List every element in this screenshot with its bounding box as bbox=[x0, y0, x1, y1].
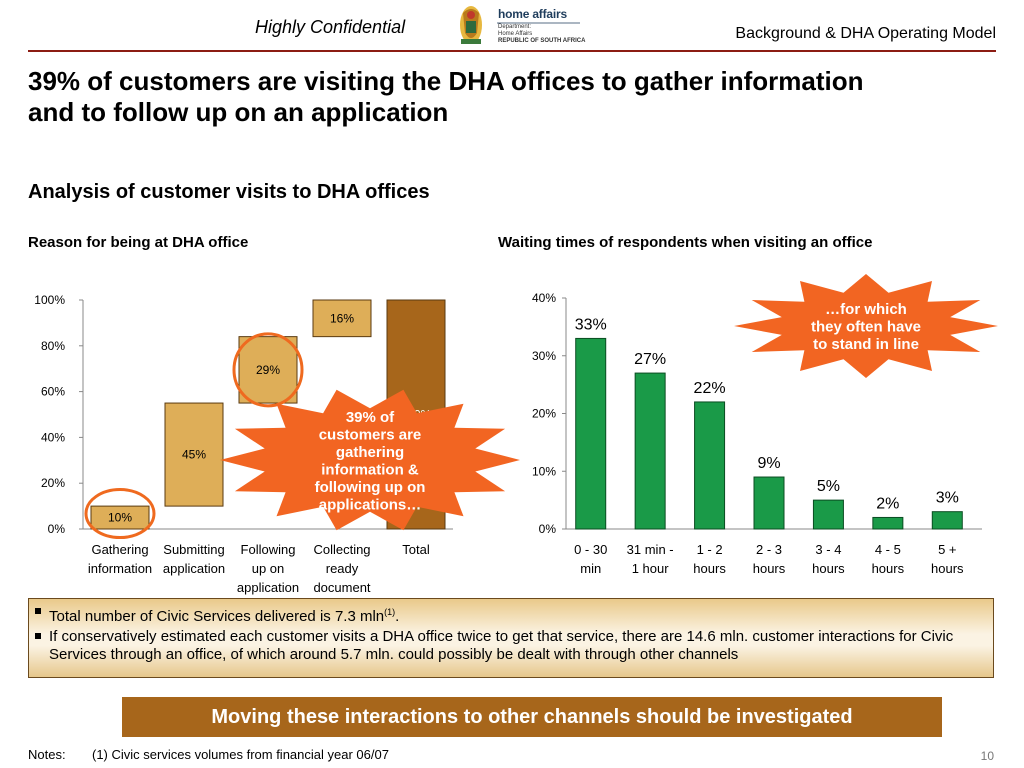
right-category-label: hours bbox=[812, 561, 845, 576]
right-y-tick-label: 40% bbox=[532, 291, 556, 305]
left-category-label: application bbox=[237, 580, 299, 595]
waterfall-bar bbox=[90, 505, 150, 530]
page-number: 10 bbox=[980, 749, 994, 763]
right-callout-text: to stand in line bbox=[813, 336, 919, 353]
left-category-label: up on bbox=[252, 561, 285, 576]
charts-canvas: 0% 20% 40% 60% 80% 100% 10% Gathering informatio… bbox=[34, 274, 998, 595]
left-callout-star bbox=[220, 389, 520, 531]
conclusion-banner: Moving these interactions to other chann… bbox=[122, 697, 942, 737]
right-category-label: 4 - 5 bbox=[875, 542, 901, 557]
right-callout-text: …for which bbox=[825, 301, 907, 318]
waterfall-bar bbox=[238, 336, 298, 404]
waterfall-data-label: 45% bbox=[182, 448, 206, 462]
bullet-item: If conservatively estimated each custome… bbox=[35, 628, 983, 664]
waiting-time-bar bbox=[872, 516, 904, 530]
bullet-square-icon bbox=[35, 633, 41, 639]
waterfall-bar bbox=[312, 299, 372, 338]
left-callout-text: customers are bbox=[319, 427, 422, 444]
waiting-time-bar bbox=[634, 372, 666, 530]
bullet-square-icon bbox=[35, 608, 41, 614]
highlight-circle bbox=[232, 332, 304, 408]
waterfall-data-label: 29% bbox=[256, 363, 280, 377]
notes-text: (1) Civic services volumes from financia… bbox=[92, 747, 389, 762]
coat-of-arms-logo bbox=[460, 6, 580, 44]
right-callout-text: they often have bbox=[811, 319, 921, 336]
waterfall-data-label: 10% bbox=[108, 511, 132, 525]
left-category-label: ready bbox=[326, 561, 359, 576]
right-y-tick-label: 0% bbox=[539, 522, 557, 536]
left-category-label: Total bbox=[402, 542, 430, 557]
reason-waterfall-chart: 0% 20% 40% 60% 80% 100% 10% Gathering informatio… bbox=[34, 293, 520, 595]
left-y-tick-label: 0% bbox=[48, 522, 66, 536]
waiting-time-bar bbox=[753, 476, 785, 530]
right-category-label: 1 - 2 bbox=[697, 542, 723, 557]
right-category-label: min bbox=[580, 561, 601, 576]
right-category-label: 5 + bbox=[938, 542, 956, 557]
waiting-time-data-label: 27% bbox=[634, 351, 666, 368]
waiting-times-bar-chart: 0% 10% 20% 30% 40% 33% 0 - 30 min 27% 31 min - 1 h… bbox=[532, 274, 998, 576]
waiting-time-bar bbox=[812, 499, 844, 530]
waiting-time-data-label: 2% bbox=[876, 495, 899, 512]
right-category-label: hours bbox=[931, 561, 964, 576]
left-y-tick-label: 40% bbox=[41, 430, 65, 444]
left-callout-text: information & bbox=[321, 462, 419, 479]
left-y-tick-label: 80% bbox=[41, 339, 65, 353]
left-callout-text: gathering bbox=[336, 444, 404, 461]
right-category-label: hours bbox=[693, 561, 726, 576]
waiting-time-data-label: 9% bbox=[757, 455, 780, 472]
left-category-label: Gathering bbox=[91, 542, 148, 557]
left-category-label: Collecting bbox=[313, 542, 370, 557]
left-y-tick-label: 20% bbox=[41, 476, 65, 490]
left-y-tick-label: 60% bbox=[41, 385, 65, 399]
left-category-label: Following bbox=[241, 542, 296, 557]
waiting-time-data-label: 3% bbox=[936, 490, 959, 507]
left-category-label: information bbox=[88, 561, 152, 576]
left-chart-title: Reason for being at DHA office bbox=[28, 234, 249, 251]
right-category-label: 3 - 4 bbox=[815, 542, 841, 557]
left-category-label: document bbox=[313, 580, 370, 595]
notes-label: Notes: bbox=[28, 747, 66, 762]
waiting-time-bar bbox=[575, 337, 607, 530]
waiting-time-data-label: 5% bbox=[817, 478, 840, 495]
right-category-label: hours bbox=[753, 561, 786, 576]
right-chart-title: Waiting times of respondents when visiti… bbox=[498, 234, 873, 251]
waiting-time-data-label: 22% bbox=[694, 380, 726, 397]
left-callout-text: applications… bbox=[319, 497, 422, 514]
bullet-item: Total number of Civic Services delivered… bbox=[35, 603, 983, 626]
left-category-label: Submitting bbox=[163, 542, 224, 557]
left-callout-text: 39% of bbox=[346, 409, 395, 426]
right-category-label: 1 hour bbox=[632, 561, 670, 576]
highlight-circle bbox=[84, 488, 156, 540]
analysis-title: Analysis of customer visits to DHA offic… bbox=[28, 181, 430, 203]
summary-box: Total number of Civic Services delivered… bbox=[28, 598, 994, 678]
waiting-time-data-label: 33% bbox=[575, 316, 607, 333]
right-y-tick-label: 20% bbox=[532, 407, 556, 421]
right-y-tick-label: 10% bbox=[532, 464, 556, 478]
right-category-label: hours bbox=[872, 561, 905, 576]
section-label: Background & DHA Operating Model bbox=[735, 25, 996, 42]
left-y-tick-label: 100% bbox=[34, 293, 65, 307]
right-y-tick-label: 30% bbox=[532, 349, 556, 363]
left-category-label: application bbox=[163, 561, 225, 576]
page-title: 39% of customers are visiting the DHA of… bbox=[28, 66, 864, 127]
waiting-time-bar bbox=[931, 511, 963, 530]
header-divider bbox=[28, 50, 996, 52]
waterfall-data-label: 16% bbox=[330, 311, 354, 325]
logo-brand-text: home affairs bbox=[498, 7, 567, 21]
logo-department-text: Department: Home Affairs REPUBLIC OF SOU… bbox=[498, 24, 586, 44]
right-category-label: 2 - 3 bbox=[756, 542, 782, 557]
waterfall-bar bbox=[164, 402, 224, 507]
right-category-label: 0 - 30 bbox=[574, 542, 607, 557]
waiting-time-bar bbox=[694, 401, 726, 530]
confidential-label: Highly Confidential bbox=[255, 17, 406, 37]
right-category-label: 31 min - bbox=[627, 542, 674, 557]
left-callout-text: following up on bbox=[315, 479, 426, 496]
right-callout-star bbox=[734, 274, 998, 378]
